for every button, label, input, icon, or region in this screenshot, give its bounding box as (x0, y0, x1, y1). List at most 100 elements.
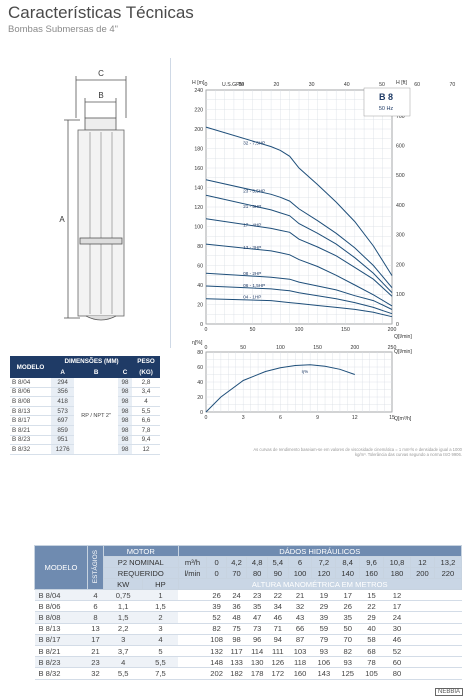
dims-weight-value: 2,8 (132, 378, 160, 388)
dims-model-header: MODELO (10, 356, 51, 378)
table-row: B 8/13 13 2,2 3 82 75 73 71 66 59 50 40 30 (34, 623, 462, 635)
table-q-lmin: 0 (206, 567, 227, 579)
dims-model: B 8/21 (10, 425, 51, 436)
chart-title: B 8 (379, 92, 393, 102)
table-q-m3h: 4,8 (246, 556, 268, 568)
row-height-value: 75 (226, 623, 247, 635)
curve-1 (205, 179, 393, 289)
table-row: B 8/17 17 3 4 108 98 96 94 87 79 70 58 46 (34, 634, 462, 646)
dims-a-value: 356 (51, 387, 75, 398)
brand-logo: NEBBIA (434, 688, 463, 696)
y-tick-label: 60 (197, 263, 203, 269)
eff-x2-tick: 0 (205, 415, 208, 421)
row-height-value: 24 (383, 611, 411, 624)
eff-x-tick: 150 (313, 345, 322, 351)
row-height-value: 132 (206, 645, 227, 658)
dims-model: B 8/06 (10, 387, 51, 398)
dims-a-value: 1276 (51, 444, 75, 455)
row-height-value: 52 (206, 611, 227, 624)
row-kw: 1,5 (103, 611, 143, 624)
row-stages: 13 (87, 623, 104, 635)
x-tick-label: 200 (388, 327, 397, 333)
row-height-value (410, 645, 435, 658)
dims-c-value: 98 (117, 415, 133, 426)
table-row: B 8/23 23 4 5,5 148 133 130 126 118 106 93 78 60 (34, 656, 462, 669)
gpm-axis-label: U.S.GPM (222, 82, 244, 88)
page-subtitle: Bombas Submersas de 4" (8, 24, 119, 35)
row-height-value: 148 (206, 656, 227, 669)
table-row: B 8/21 21 3,7 5 132 117 114 111 103 93 82 68 52 (34, 645, 462, 658)
y-tick-label: 100 (194, 224, 203, 230)
row-height-value: 114 (246, 645, 268, 658)
row-height-value: 118 (288, 656, 312, 669)
table-height-header: ALTURA MANOMÉTRICA EM METROS (177, 578, 463, 590)
table-q-m3h: 9,6 (359, 556, 384, 568)
curve-5 (205, 272, 393, 310)
table-q-lmin: 100 (287, 567, 313, 579)
dims-model: B 8/23 (10, 435, 51, 446)
row-height-value: 117 (226, 645, 247, 658)
table-row: B 8/32 32 5,5 7,5 202 182 178 172 160 143 125 105 80 (34, 667, 462, 680)
hydraulic-data-table: MODELO ESTÁGIOS MOTOR DÁDOS HIDRÁULICOS … (34, 545, 463, 680)
row-height-value: 17 (383, 600, 411, 613)
eff-x2-tick: 12 (352, 415, 358, 421)
row-height-value (410, 667, 435, 680)
row-height-value: 172 (267, 667, 289, 680)
row-height-value: 87 (288, 634, 312, 646)
row-height-value: 46 (267, 611, 289, 624)
dims-model: B 8/17 (10, 415, 51, 426)
row-height-value: 39 (311, 611, 336, 624)
row-height-value: 59 (311, 623, 336, 635)
dims-weight-value: 5,5 (132, 406, 160, 417)
gpm-tick-label: 0 (205, 82, 208, 88)
row-height-value: 32 (288, 600, 312, 613)
pump-drawing: C B A (10, 58, 171, 348)
row-height-value (434, 600, 462, 613)
ft-tick-label: 600 (396, 144, 405, 150)
dims-table-row: B 8/21 859 98 7,8 (10, 425, 160, 436)
gpm-tick-label: 50 (379, 82, 385, 88)
row-height-value: 46 (383, 634, 411, 646)
row-height-value: 79 (311, 634, 336, 646)
row-height-value: 36 (226, 600, 247, 613)
row-model: B 8/17 (34, 634, 88, 646)
row-height-value: 29 (359, 611, 384, 624)
legend-box (363, 87, 411, 117)
row-height-value: 39 (206, 600, 227, 613)
row-model: B 8/08 (34, 611, 88, 624)
row-height-value: 43 (288, 611, 312, 624)
row-height-value: 82 (335, 645, 360, 658)
row-height-value (434, 611, 462, 624)
gpm-tick-label: 40 (344, 82, 350, 88)
row-hp: 7,5 (142, 667, 179, 680)
row-height-value (410, 600, 435, 613)
dims-c-header: C (117, 367, 133, 378)
row-spacer (178, 623, 207, 635)
eff-y-tick: 0 (200, 410, 203, 416)
page-title: Características Técnicas (8, 3, 194, 22)
table-q-m3h: 10,8 (382, 556, 411, 568)
ft-tick-label: 100 (396, 292, 405, 298)
eff-x2-tick: 9 (316, 415, 319, 421)
dims-weight-value: 6,6 (132, 415, 160, 426)
row-height-value: 182 (226, 667, 247, 680)
y2-axis-label: H [ft] (396, 80, 408, 86)
row-height-value: 202 (206, 667, 227, 680)
row-height-value: 34 (267, 600, 289, 613)
ft-tick-label: 700 (396, 114, 405, 120)
row-height-value: 98 (226, 634, 247, 646)
y-tick-label: 0 (200, 322, 203, 328)
row-kw: 4 (103, 656, 143, 669)
eff-x-tick: 50 (240, 345, 246, 351)
gpm-tick-label: 70 (450, 82, 456, 88)
chart-note: As curvas de rendimento baseiam-se em va… (253, 447, 462, 457)
row-height-value: 26 (206, 589, 227, 602)
curve-label: 13 - 3HP (243, 245, 261, 250)
row-stages: 23 (87, 656, 104, 669)
dims-c-value: 98 (117, 435, 133, 446)
row-height-value: 70 (335, 634, 360, 646)
row-height-value: 178 (246, 667, 268, 680)
row-height-value: 22 (359, 600, 384, 613)
eff-curve-label: η% (302, 369, 309, 374)
row-height-value (410, 623, 435, 635)
